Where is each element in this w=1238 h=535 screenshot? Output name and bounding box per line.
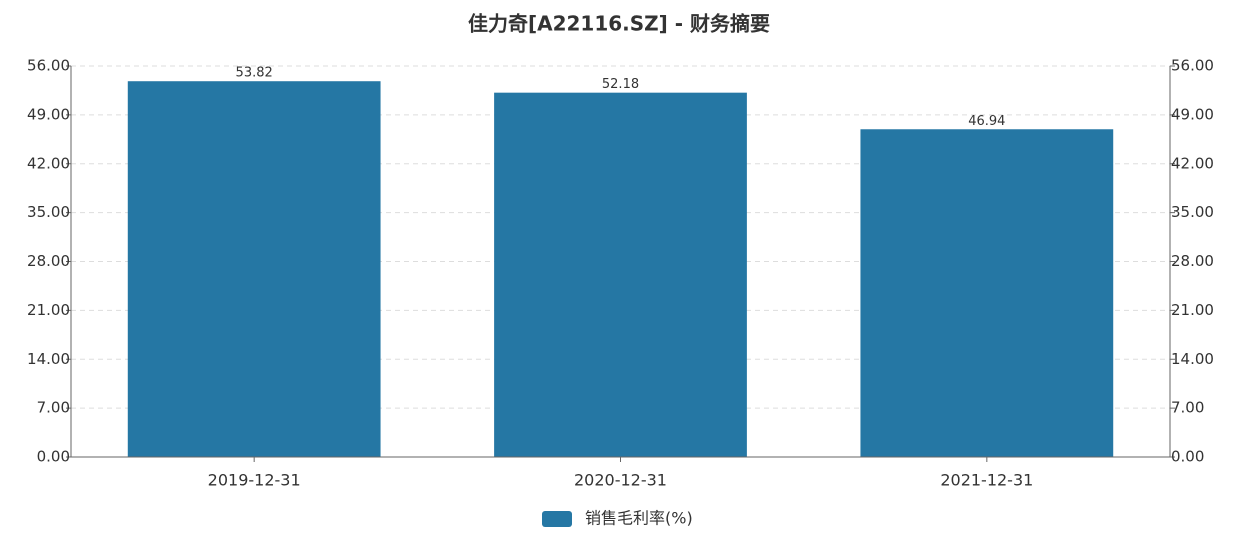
y-tick-label: 42.00: [27, 154, 70, 172]
y-tick-label: 35.00: [27, 203, 70, 221]
x-tick-label: 2020-12-31: [574, 471, 667, 490]
y2-tick-label: 7.00: [1171, 399, 1204, 417]
y2-tick-label: 14.00: [1171, 350, 1214, 368]
data-label: 52.18: [602, 77, 639, 92]
y-tick-label: 7.00: [37, 399, 70, 417]
bar: [494, 92, 747, 457]
y2-tick-label: 0.00: [1171, 448, 1204, 466]
y-tick-label: 28.00: [27, 252, 70, 270]
y-tick-label: 49.00: [27, 105, 70, 123]
y2-tick-label: 42.00: [1171, 154, 1214, 172]
y-tick-label: 21.00: [27, 301, 70, 319]
legend-label: 销售毛利率(%): [585, 509, 693, 528]
y2-tick-label: 56.00: [1171, 57, 1214, 75]
y-tick-label: 0.00: [37, 448, 70, 466]
y2-tick-label: 35.00: [1171, 203, 1214, 221]
data-label: 46.94: [968, 114, 1005, 129]
y2-tick-label: 49.00: [1171, 105, 1214, 123]
bar: [127, 81, 381, 457]
y2-tick-label: 28.00: [1171, 252, 1214, 270]
bar: [860, 129, 1114, 457]
y2-tick-label: 21.00: [1171, 301, 1214, 319]
y-tick-label: 14.00: [27, 350, 70, 368]
y-tick-label: 56.00: [27, 57, 70, 75]
data-label: 53.82: [236, 66, 273, 81]
x-tick-label: 2019-12-31: [208, 471, 301, 490]
legend-swatch: [542, 511, 572, 527]
x-tick-label: 2021-12-31: [940, 471, 1033, 490]
chart-title: 佳力奇[A22116.SZ] - 财务摘要: [468, 12, 770, 36]
